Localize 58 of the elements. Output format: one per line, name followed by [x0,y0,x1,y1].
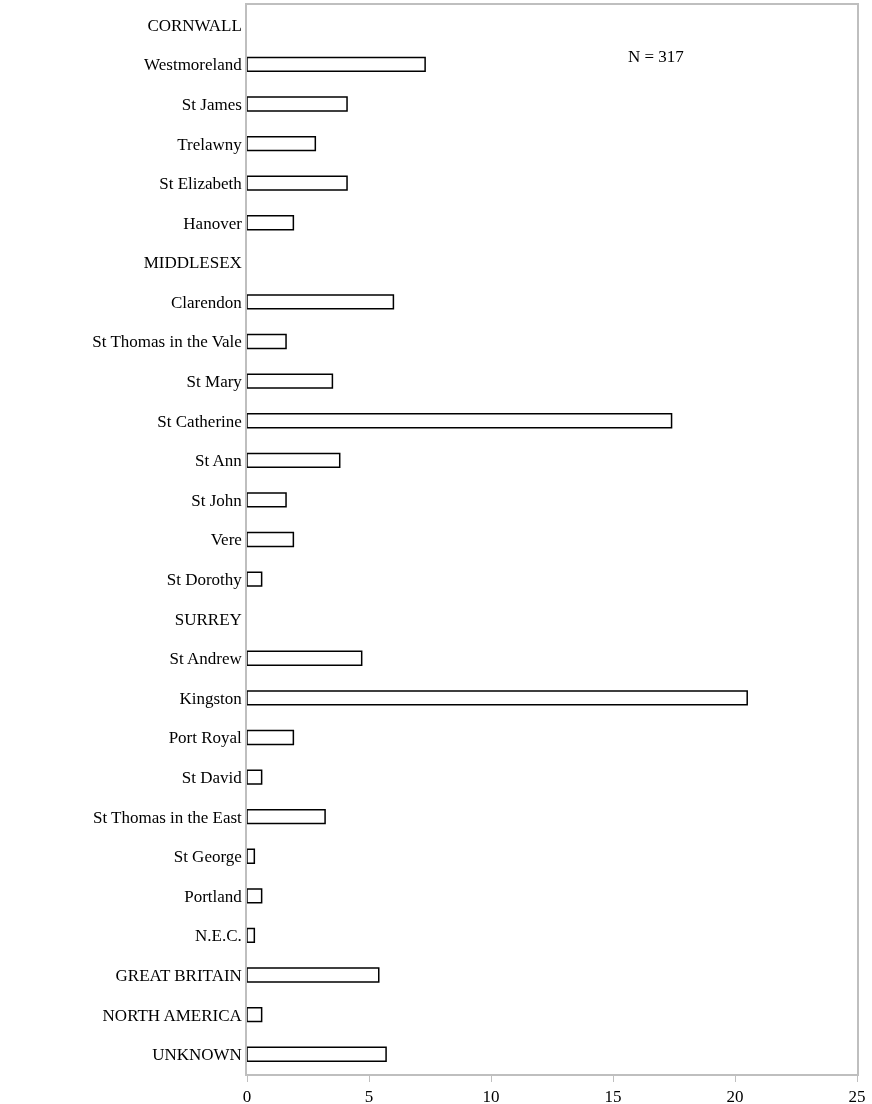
bar [247,96,348,112]
y-tick-label: St David [181,768,243,788]
bar [247,1046,387,1062]
bar [247,373,334,389]
y-tick-label: St Ann [195,451,243,471]
bar [247,1006,263,1023]
y-tick-label: St Catherine [157,411,242,431]
y-tick-label: UNKNOWN [152,1045,242,1065]
x-tick-label: 10 [482,1087,500,1104]
bar [247,927,256,944]
bar [247,769,263,785]
y-tick-label: Westmoreland [144,55,243,75]
y-tick-label: St Thomas in the East [92,807,243,827]
y-tick-label: SURREY [174,609,242,629]
y-tick-label: Portland [184,886,243,906]
y-tick-label: Vere [210,530,242,550]
bar [247,333,287,350]
y-tick-label: St Elizabeth [159,174,243,194]
bar [247,413,673,429]
bar [247,135,317,152]
x-tick-label: 20 [726,1087,744,1104]
bar [247,808,326,825]
y-tick-label: Trelawny [177,134,243,154]
bar [247,690,748,706]
bar [247,492,287,508]
y-tick-label: St Andrew [169,649,243,669]
y-tick-label: NORTH AMERICA [102,1005,243,1025]
y-tick-label: Clarendon [171,292,243,312]
bar [247,729,295,746]
bar [247,452,341,468]
bar [247,531,295,548]
bar [247,967,380,983]
y-tick-label: St Dorothy [166,570,243,590]
bar [247,56,426,73]
y-tick-label: CORNWALL [147,15,242,35]
y-tick-label: MIDDLESEX [143,253,242,273]
y-tick-label: St James [181,94,242,114]
bar [247,650,363,666]
x-tick-label: 5 [364,1087,374,1104]
y-tick-label: Port Royal [168,728,243,748]
bar [247,175,348,191]
y-tick-label: St George [173,847,242,867]
bar [247,294,395,310]
bar [247,888,263,904]
x-tick-label: 15 [604,1087,622,1104]
y-tick-label: St John [191,490,243,510]
bar [247,215,295,231]
y-tick-label: N.E.C. [195,926,242,946]
y-tick-label: GREAT BRITAIN [115,965,242,985]
y-tick-label: St Mary [186,372,243,392]
bar [247,848,256,864]
annotation: N = 317 [628,47,685,66]
y-tick-label: Hanover [183,213,243,233]
bar [247,571,263,587]
y-tick-label: Kingston [179,688,243,708]
x-tick-label: 25 [848,1087,866,1104]
y-tick-label: St Thomas in the Vale [92,332,242,352]
x-tick-label: 0 [242,1087,252,1104]
